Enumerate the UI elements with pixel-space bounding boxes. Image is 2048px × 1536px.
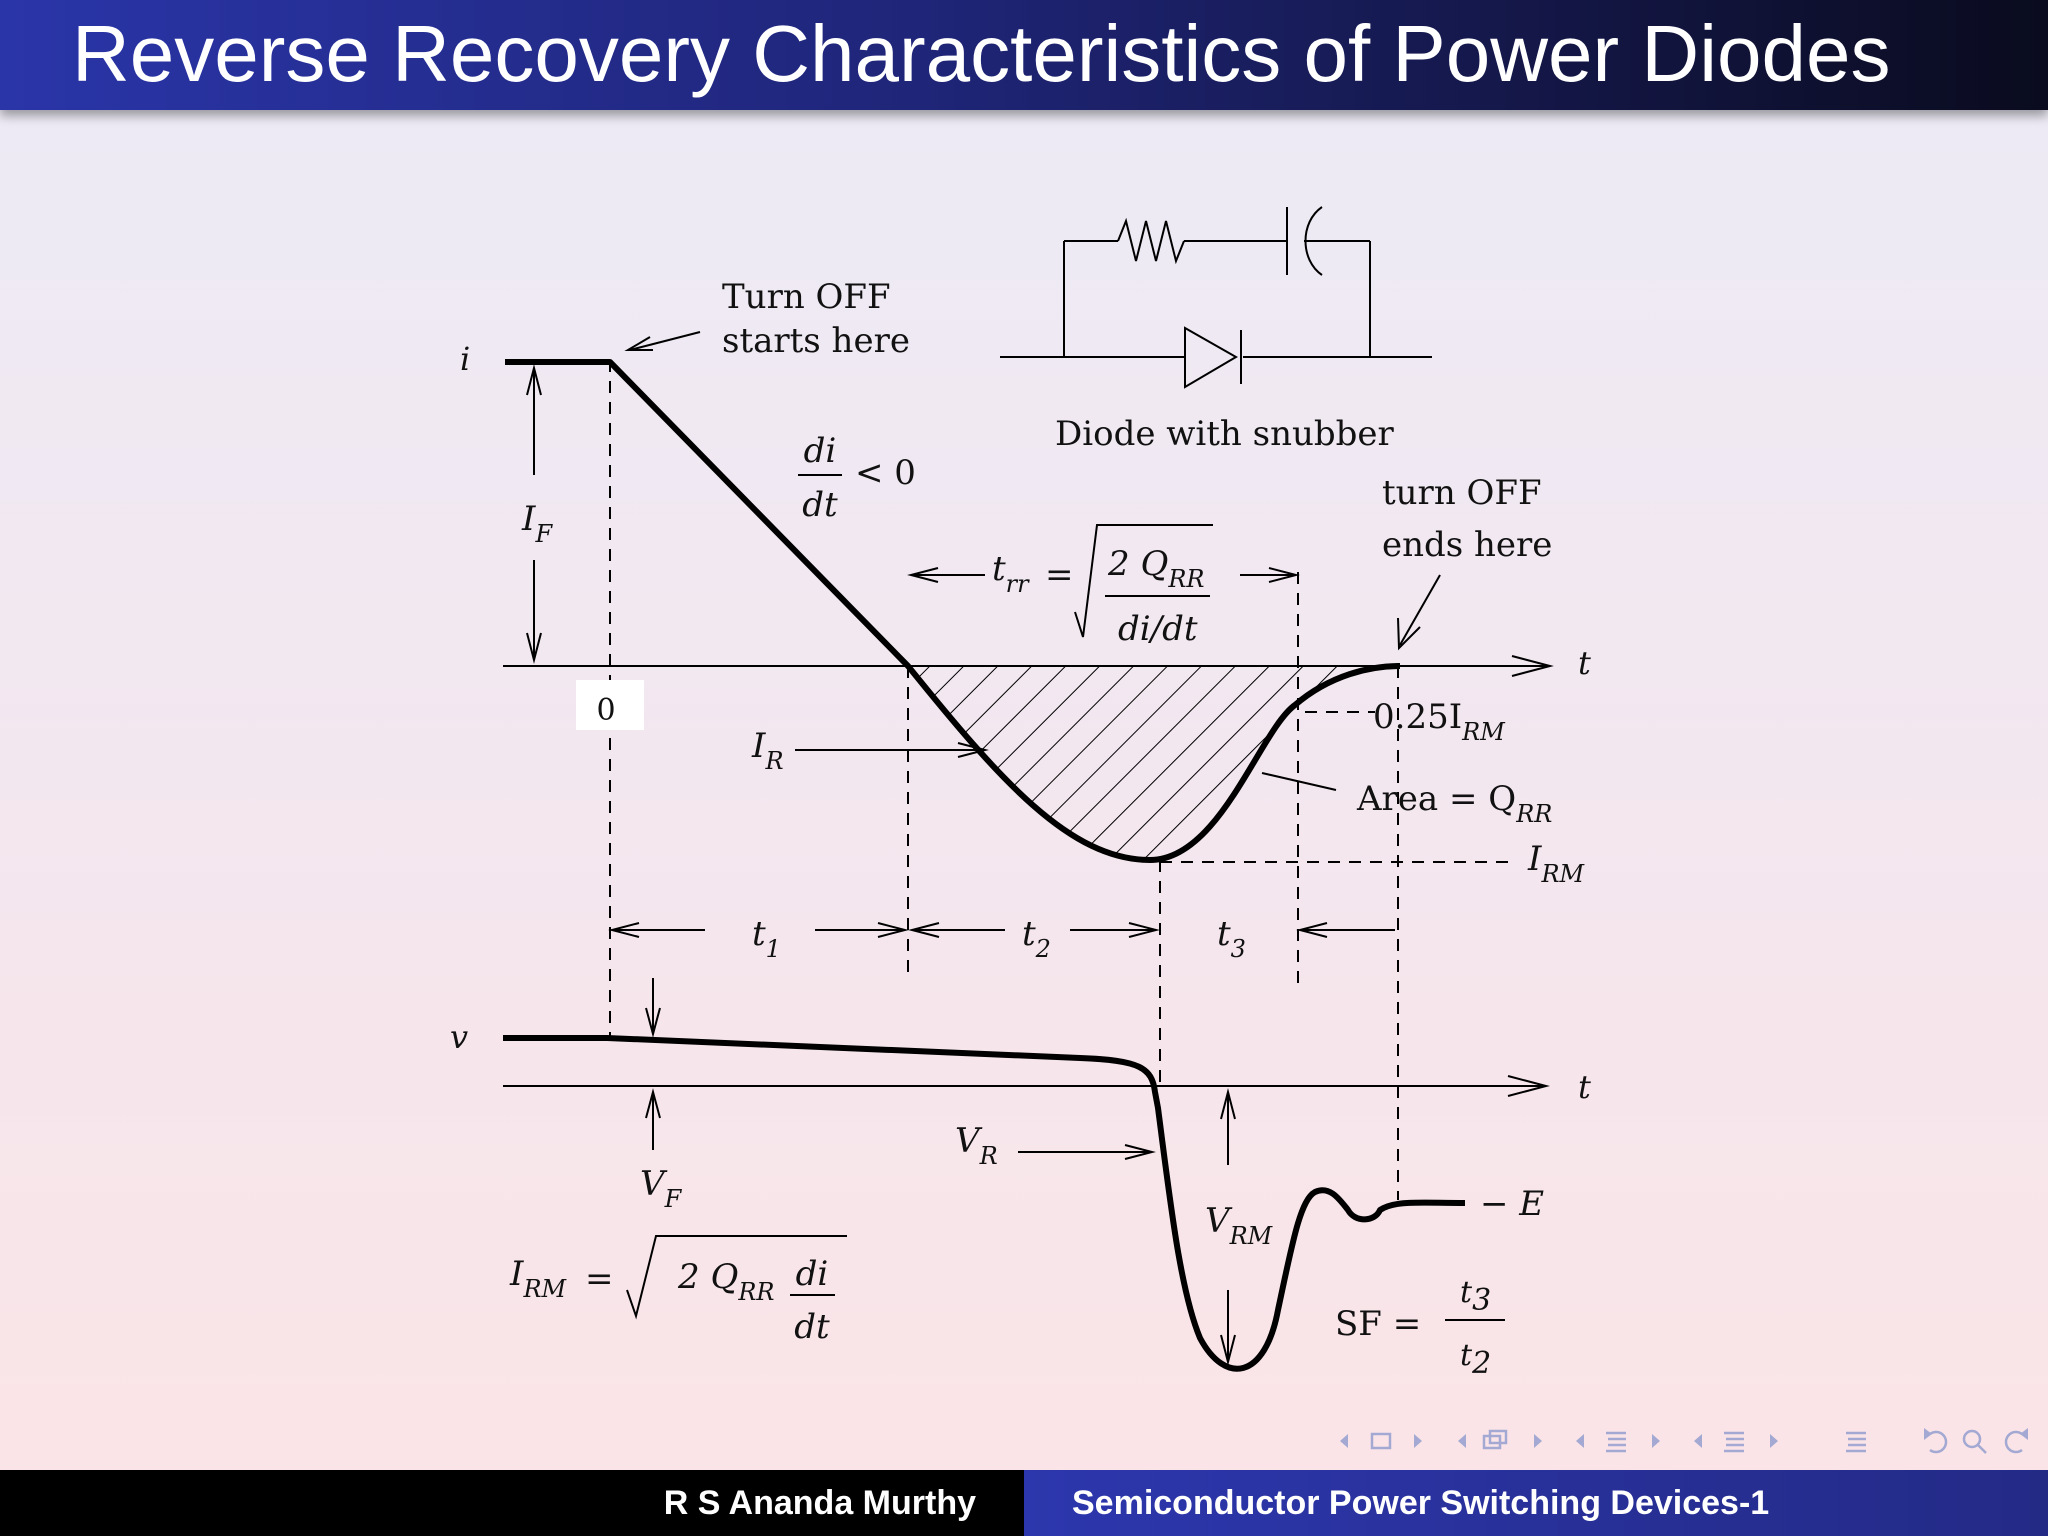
vrm-label: VRM [1205, 1201, 1274, 1250]
t1-label: t1 [752, 914, 781, 963]
footer-course-bar: Semiconductor Power Switching Devices-1 [1024, 1470, 2048, 1536]
t3-label: t3 [1217, 914, 1246, 963]
diode-symbol [1184, 326, 1238, 389]
irm-formula-di: di [796, 1254, 829, 1294]
slide-title: Reverse Recovery Characteristics of Powe… [72, 9, 1891, 98]
qrr-area [908, 666, 1400, 860]
origin-label: 0 [596, 693, 615, 728]
vr-pointer [1018, 1144, 1156, 1160]
reverse-recovery-diagram: 0 i v t t Turn OFF starts here turn OFF … [450, 206, 1591, 1381]
nav-back-icon[interactable] [1924, 1428, 1948, 1454]
footer-author-bar: R S Ananda Murthy [0, 1470, 1024, 1536]
sf-numerator: t3 [1460, 1275, 1491, 1318]
quarter-irm-label: 0.25IRM [1373, 697, 1506, 746]
trr-arrows [907, 567, 1300, 583]
axis-t-label-top: t [1578, 644, 1591, 682]
if-dimension-arrow [526, 364, 542, 664]
nav-document-group[interactable] [1694, 1431, 1778, 1453]
sf-denominator: t2 [1460, 1338, 1491, 1381]
interval-arrows [608, 922, 1395, 938]
axis-v-label: v [450, 1018, 468, 1056]
snubber-caption: Diode with snubber [1055, 414, 1395, 454]
snubber-circuit [1000, 206, 1432, 389]
vrm-arrows [1220, 1088, 1236, 1366]
di-dt-numerator: di [804, 431, 837, 471]
irm-formula-dt: dt [794, 1307, 830, 1347]
resistor-symbol [1117, 217, 1185, 265]
trr-denominator: di/dt [1118, 609, 1198, 649]
navigation-controls [1340, 1428, 2028, 1454]
turn-off-end-line2: ends here [1382, 525, 1552, 565]
di-dt-relation: < 0 [855, 453, 916, 493]
ir-label: IR [751, 726, 784, 775]
irm-formula-lhs: IRM [509, 1254, 568, 1303]
area-label: Area = QRR [1356, 779, 1552, 828]
irm-formula-equals: = [585, 1259, 614, 1299]
trr-numerator: 2 QRR [1107, 544, 1204, 593]
vr-label: VR [955, 1121, 998, 1170]
axis-i-label: i [460, 340, 470, 378]
nav-subsection-group[interactable] [1458, 1429, 1542, 1450]
axis-t-label-bottom: t [1578, 1068, 1591, 1106]
ir-pointer [795, 742, 989, 758]
nav-section-group[interactable] [1576, 1431, 1660, 1453]
turn-off-start-line2: starts here [722, 321, 910, 361]
nav-forward-icon[interactable] [2004, 1428, 2028, 1454]
minus-e-label: − E [1480, 1184, 1544, 1224]
formula-strokes [626, 474, 1505, 1321]
footer-author: R S Ananda Murthy [663, 1484, 976, 1522]
nav-search-icon[interactable] [1962, 1429, 1987, 1454]
turn-off-end-line1: turn OFF [1382, 473, 1542, 513]
t2-label: t2 [1022, 914, 1051, 963]
sf-label: SF = [1335, 1304, 1421, 1344]
voltage-time-axis [503, 1075, 1550, 1097]
nav-toc-icon[interactable] [1846, 1431, 1866, 1453]
irm-formula-q: 2 QRR [677, 1257, 774, 1306]
voltage-waveform [503, 1035, 1466, 1372]
title-bar: Reverse Recovery Characteristics of Powe… [0, 0, 2048, 110]
trr-equals: = [1045, 555, 1074, 595]
turn-off-end-pointer [1397, 574, 1441, 651]
turn-off-start-line1: Turn OFF [722, 277, 891, 317]
di-dt-denominator: dt [802, 485, 838, 525]
if-label: IF [521, 499, 553, 548]
vf-label: VF [640, 1164, 683, 1213]
area-pointer [1261, 772, 1337, 791]
nav-frame-group[interactable] [1340, 1432, 1422, 1450]
origin-box [576, 680, 644, 730]
trr-label: trr [992, 549, 1030, 598]
footer-course: Semiconductor Power Switching Devices-1 [1072, 1484, 1770, 1522]
turn-off-start-pointer [624, 331, 701, 351]
irm-label: IRM [1527, 839, 1586, 888]
vf-arrows [645, 978, 661, 1150]
current-waveform [505, 359, 1401, 863]
